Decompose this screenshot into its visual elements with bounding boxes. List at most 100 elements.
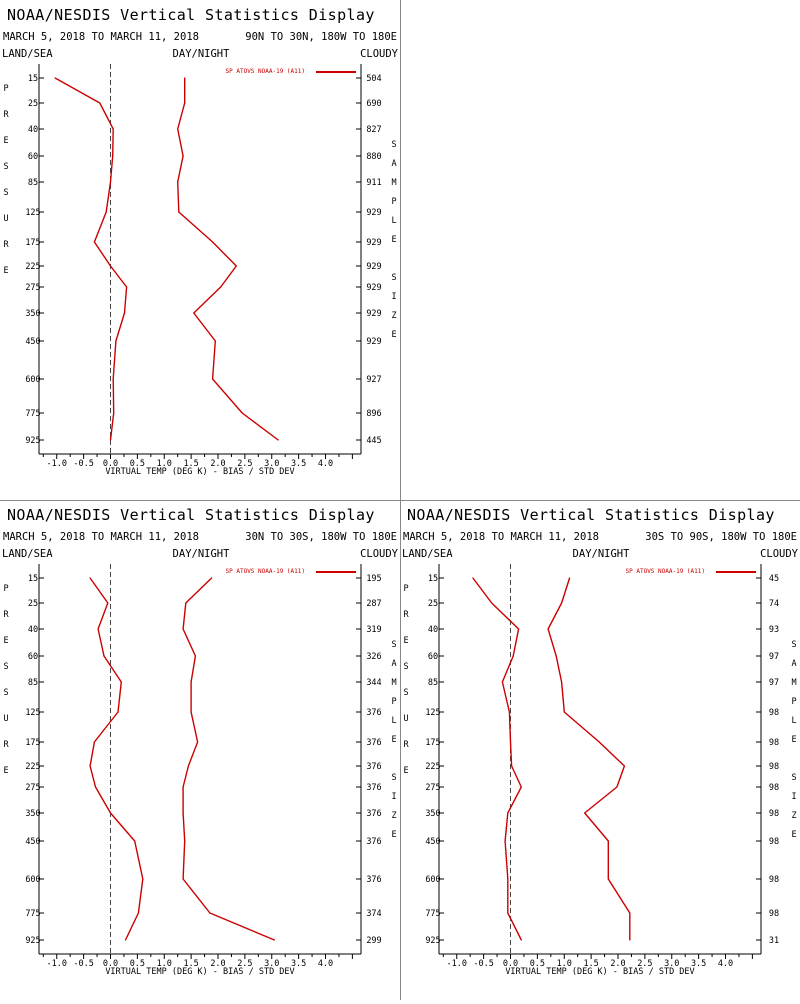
sample-size-label: 929	[366, 283, 381, 293]
x-tick-label: 3.5	[691, 959, 706, 969]
sample-size-axis-letter: M	[391, 678, 396, 688]
bias-point	[509, 741, 512, 743]
bias-point	[124, 939, 127, 941]
sample-size-label: 929	[366, 337, 381, 347]
pressure-level-label: 40	[28, 125, 38, 135]
std_dev-point	[220, 286, 222, 288]
sample-size-label: 98	[769, 837, 779, 847]
std_dev-point	[182, 155, 184, 157]
sample-size-label: 98	[769, 783, 779, 793]
bias-line	[472, 577, 523, 941]
pressure-level-label: 40	[428, 625, 438, 635]
bias-point	[115, 340, 117, 342]
pressure-level-label: 775	[25, 909, 40, 919]
date-range: MARCH 5, 2018 TO MARCH 11, 2018	[3, 31, 199, 43]
pressure-level-label: 775	[25, 409, 40, 419]
sample-size-label: 31	[769, 936, 779, 946]
x-tick-label: 0.5	[130, 459, 145, 469]
bias-point	[507, 812, 509, 814]
surface-label: LAND/SEA	[402, 548, 453, 560]
pressure-level-label: 275	[25, 783, 40, 793]
x-tick-label: 2.5	[637, 959, 652, 969]
sample-size-label: 98	[769, 762, 779, 772]
sample-size-axis-letter: A	[391, 659, 396, 669]
x-tick-label: -1.0	[47, 959, 67, 969]
legend-label: SP ATOVS NOAA-19 (A11)	[626, 568, 705, 575]
pressure-axis-letter: U	[3, 214, 8, 224]
date-range: MARCH 5, 2018 TO MARCH 11, 2018	[3, 531, 199, 543]
bias-point	[94, 786, 97, 788]
x-tick-label: 3.5	[291, 459, 306, 469]
std_dev-point	[563, 711, 565, 713]
sample-size-label: 98	[769, 909, 779, 919]
pressure-level-label: 775	[425, 909, 440, 919]
panel-title: NOAA/NESDIS Vertical Statistics Display	[407, 506, 775, 524]
bias-point	[520, 786, 522, 788]
bias-point	[107, 602, 109, 604]
sample-size-axis-letter: E	[791, 830, 796, 840]
sample-size-axis-letter: E	[391, 330, 396, 340]
sample-size-axis-letter: M	[791, 678, 796, 688]
x-axis-label: VIRTUAL TEMP (DEG K) - BIAS / STD DEV	[105, 467, 294, 477]
std_dev-point	[273, 939, 275, 941]
sample-size-axis-letter: S	[391, 640, 396, 650]
std_dev-point	[235, 265, 237, 267]
pressure-axis-letter: E	[3, 266, 8, 276]
bias-point	[491, 602, 493, 604]
region: 30S TO 90S, 180W TO 180E	[645, 531, 797, 543]
std_dev-point	[184, 77, 186, 79]
pressure-level-label: 85	[28, 178, 38, 188]
x-tick-label: -0.5	[73, 959, 93, 969]
bias-point	[120, 681, 122, 683]
x-tick-label: 3.0	[264, 959, 279, 969]
sample-size-label: 690	[366, 99, 381, 109]
sample-size-label: 374	[366, 909, 381, 919]
sample-size-axis-letter: P	[791, 697, 796, 707]
sample-size-label: 896	[366, 409, 381, 419]
sample-size-label: 929	[366, 208, 381, 218]
pressure-level-label: 85	[28, 678, 38, 688]
std_dev-point	[197, 741, 199, 743]
surface-label: LAND/SEA	[2, 48, 53, 60]
legend-label: SP ATOVS NOAA-19 (A11)	[226, 68, 305, 75]
std_dev-point	[182, 628, 184, 630]
pressure-level-label: 60	[28, 152, 38, 162]
x-tick-label: 2.5	[237, 959, 252, 969]
sample-size-label: 376	[366, 837, 381, 847]
x-tick-label: 1.0	[557, 959, 572, 969]
bias-point	[109, 812, 112, 814]
sample-size-axis-letter: A	[791, 659, 796, 669]
pressure-level-label: 350	[425, 809, 440, 819]
pressure-axis-letter: E	[3, 136, 8, 146]
sample-size-label: 97	[769, 652, 779, 662]
pressure-axis-letter: U	[403, 714, 408, 724]
pressure-axis-letter: P	[3, 84, 8, 94]
pressure-level-label: 25	[28, 99, 38, 109]
pressure-axis-letter: S	[3, 188, 8, 198]
sample-size-label: 376	[366, 809, 381, 819]
pressure-level-label: 60	[28, 652, 38, 662]
pressure-level-label: 175	[25, 238, 40, 248]
sample-size-label: 98	[769, 708, 779, 718]
std_dev-point	[182, 786, 184, 788]
sample-size-label: 929	[366, 238, 381, 248]
sample-size-axis-letter: Z	[391, 311, 396, 321]
x-tick-label: 0.5	[130, 959, 145, 969]
pressure-axis-letter: S	[3, 162, 8, 172]
pressure-level-label: 225	[425, 762, 440, 772]
std_dev-point	[598, 741, 600, 743]
pressure-axis-letter: E	[403, 766, 408, 776]
sample-size-axis-letter: E	[391, 830, 396, 840]
std_dev-point	[561, 602, 563, 604]
pressure-level-label: 175	[25, 738, 40, 748]
sample-size-label: 880	[366, 152, 381, 162]
pressure-axis-letter: R	[403, 610, 409, 620]
pressure-level-label: 600	[25, 875, 40, 885]
sample-size-label: 74	[769, 599, 779, 609]
sample-size-axis-letter: S	[391, 273, 396, 283]
std_dev-point	[629, 912, 631, 914]
std_dev-point	[182, 878, 184, 880]
region: 30N TO 30S, 180W TO 180E	[245, 531, 397, 543]
std_dev-point	[182, 812, 184, 814]
